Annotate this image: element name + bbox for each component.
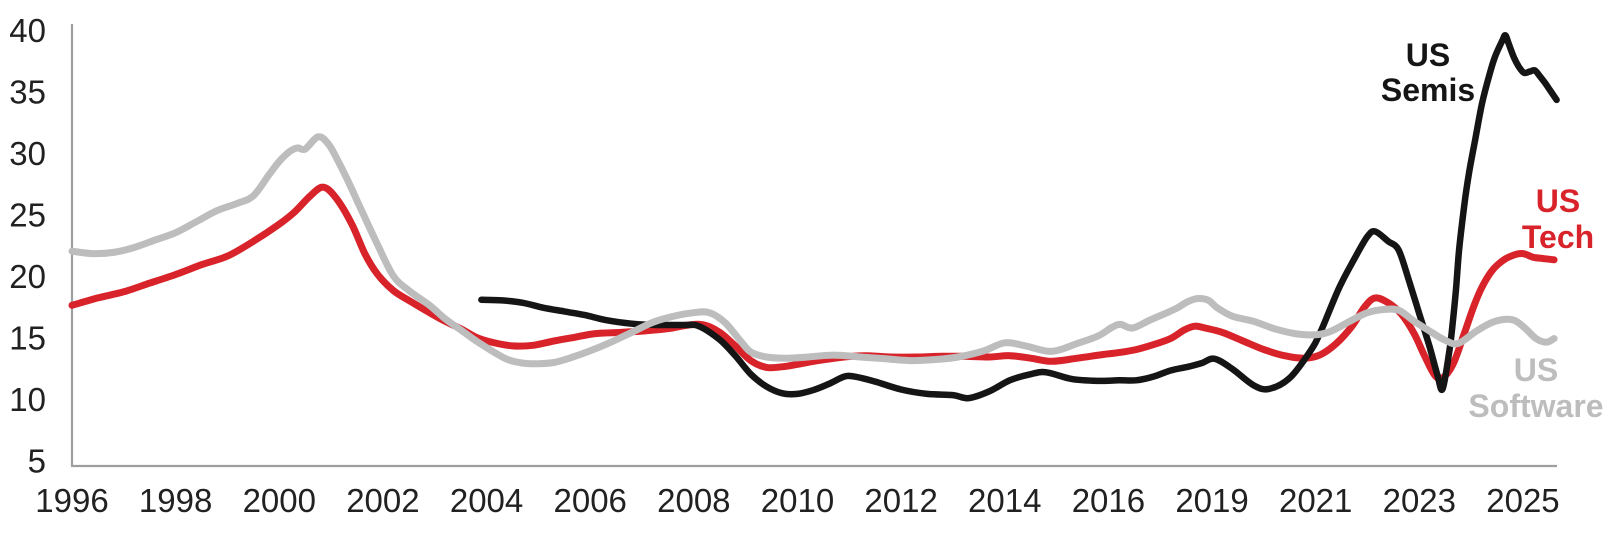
x-tick-label: 2012 [864, 482, 937, 519]
x-tick-label: 2014 [968, 482, 1041, 519]
x-tick-label: 2002 [346, 482, 419, 519]
y-tick-label: 5 [28, 443, 46, 480]
x-tick-label: 2023 [1383, 482, 1456, 519]
y-tick-label: 30 [9, 135, 46, 172]
y-tick-label: 25 [9, 197, 46, 234]
series-label-us-software: US [1514, 352, 1558, 388]
series-label-us-software: Software [1468, 388, 1603, 424]
y-tick-label: 40 [9, 12, 46, 49]
series-label-us-semis: Semis [1381, 72, 1475, 108]
x-tick-label: 2025 [1486, 482, 1559, 519]
series-line-us-software [68, 133, 1558, 368]
series-line-us-semis [478, 31, 1560, 402]
x-tick-label: 2000 [243, 482, 316, 519]
y-tick-label: 15 [9, 320, 46, 357]
series-label-us-tech: US [1536, 183, 1580, 219]
x-tick-label: 2016 [1072, 482, 1145, 519]
x-tick-label: 1996 [35, 482, 108, 519]
x-tick-label: 2008 [657, 482, 730, 519]
x-tick-label: 2010 [761, 482, 834, 519]
x-tick-label: 2004 [450, 482, 523, 519]
series-label-us-tech: Tech [1522, 219, 1594, 255]
x-tick-label: 1998 [139, 482, 212, 519]
x-tick-label: 2006 [553, 482, 626, 519]
series-label-us-semis: US [1406, 37, 1450, 73]
y-tick-label: 10 [9, 381, 46, 418]
x-tick-label: 2021 [1279, 482, 1352, 519]
y-tick-label: 35 [9, 74, 46, 111]
y-tick-label: 20 [9, 258, 46, 295]
x-tick-label: 2019 [1175, 482, 1248, 519]
series-line-us-tech [68, 183, 1558, 383]
